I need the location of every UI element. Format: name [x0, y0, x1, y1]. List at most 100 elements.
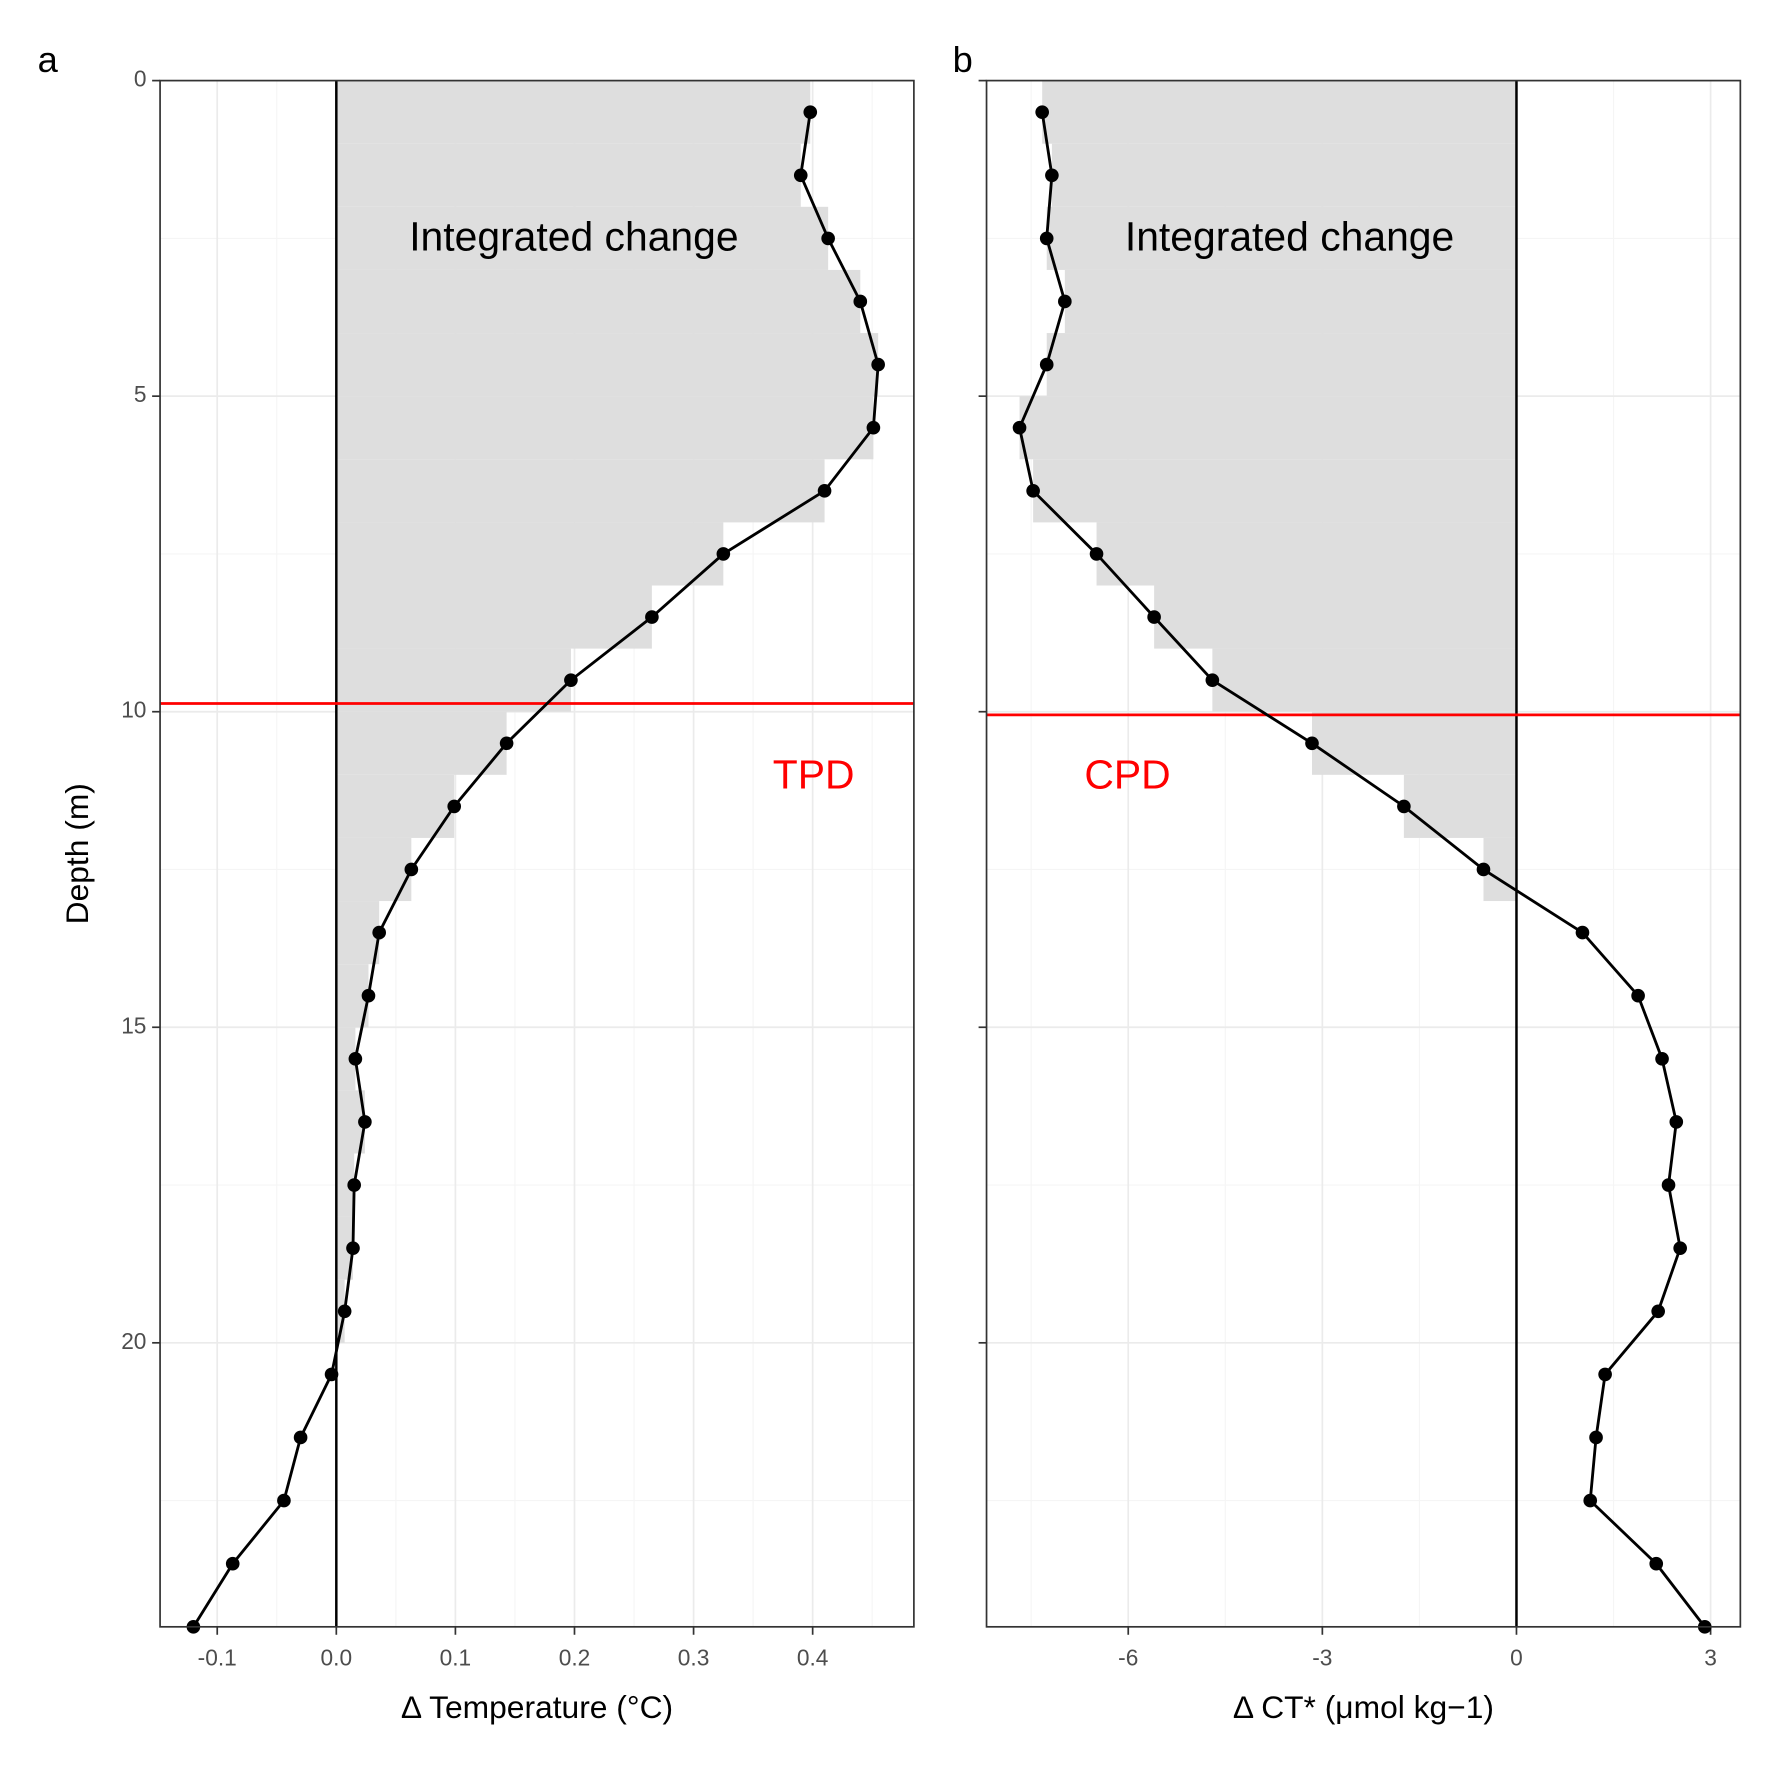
integrated-shade	[1312, 711, 1517, 775]
integrated-shade	[336, 837, 412, 902]
data-point	[1583, 1493, 1598, 1508]
data-point	[1205, 673, 1220, 687]
integrated-shade	[1019, 396, 1517, 460]
y-tick-label: 15	[121, 1012, 146, 1038]
integrated-shade	[336, 80, 811, 144]
data-point	[1669, 1115, 1684, 1129]
data-point	[1305, 736, 1319, 751]
x-axis-title: Δ Temperature (°C)	[401, 1689, 673, 1725]
panel-label: b	[953, 39, 973, 80]
integrated-shade	[336, 901, 380, 965]
x-tick-label: 0	[1510, 1645, 1523, 1671]
integrated-shade	[1046, 333, 1517, 397]
data-point	[277, 1493, 291, 1508]
data-point	[803, 105, 818, 119]
data-point	[404, 862, 419, 877]
integrated-shade	[336, 774, 455, 838]
data-point	[564, 673, 578, 687]
integrated-shade	[336, 459, 825, 523]
data-point	[372, 925, 386, 940]
integrated-shade	[336, 396, 874, 460]
data-point	[361, 988, 376, 1003]
data-point	[1631, 988, 1645, 1003]
integrated-shade	[1096, 522, 1517, 586]
x-tick-label: 0.4	[797, 1645, 829, 1671]
panel-border	[159, 79, 915, 1628]
x-tick-label: -0.1	[198, 1645, 237, 1671]
data-point	[347, 1178, 361, 1192]
integrated-shade	[1033, 459, 1517, 523]
integrated-shade	[336, 333, 879, 397]
integrated-shade	[1403, 774, 1517, 838]
integrated-shade	[336, 143, 801, 207]
data-point	[358, 1115, 372, 1129]
y-axis-title: Depth (m)	[59, 783, 95, 924]
data-point	[1649, 1556, 1664, 1571]
annotation: Integrated change	[409, 213, 738, 259]
data-point	[853, 294, 868, 309]
x-axis-title: Δ CT* (μmol kg−1)	[1233, 1689, 1494, 1725]
data-point	[348, 1052, 363, 1066]
data-point	[1655, 1052, 1669, 1066]
y-tick-label: 0	[134, 66, 147, 92]
integrated-shade	[1064, 269, 1517, 334]
y-tick-label: 5	[134, 381, 147, 407]
data-point	[447, 799, 462, 814]
integrated-shade	[336, 269, 861, 334]
data-point	[293, 1430, 308, 1445]
data-point	[821, 231, 835, 246]
x-tick-label: -6	[1118, 1645, 1138, 1671]
integrated-shade	[336, 522, 724, 586]
reference-label: CPD	[1084, 751, 1170, 797]
data-point	[1035, 105, 1049, 119]
x-tick-label: 0.1	[440, 1645, 472, 1671]
data-point	[1089, 547, 1104, 561]
data-point	[1045, 168, 1059, 183]
panel-label: a	[38, 39, 59, 80]
integrated-shade	[1051, 143, 1517, 207]
data-point	[866, 420, 881, 435]
data-point	[817, 484, 832, 498]
data-point	[1026, 484, 1040, 498]
panel-border	[985, 79, 1742, 1628]
y-tick-label: 10	[121, 697, 146, 723]
y-tick-label: 20	[121, 1328, 146, 1354]
x-tick-label: 0.3	[678, 1645, 710, 1671]
x-tick-label: 0.0	[321, 1645, 353, 1671]
data-point	[1039, 231, 1054, 246]
data-point	[1575, 925, 1590, 940]
data-point	[1476, 862, 1491, 877]
data-point	[716, 547, 731, 561]
annotation: Integrated change	[1125, 213, 1454, 259]
data-point	[1147, 610, 1161, 624]
integrated-shade	[1212, 648, 1517, 712]
data-point	[1661, 1178, 1676, 1192]
integrated-shade	[336, 711, 507, 775]
data-point	[1012, 420, 1027, 435]
data-point	[1598, 1367, 1612, 1382]
data-point	[1058, 294, 1072, 309]
integrated-shade	[336, 206, 829, 270]
data-point	[225, 1556, 240, 1571]
integrated-shade	[336, 648, 571, 712]
data-point	[1651, 1304, 1665, 1319]
integrated-shade	[336, 1216, 353, 1280]
x-tick-label: 0.2	[559, 1645, 591, 1671]
data-point	[1397, 799, 1411, 814]
data-point	[1673, 1241, 1687, 1255]
integrated-shade	[336, 1027, 356, 1091]
data-point	[645, 610, 659, 624]
data-point	[324, 1367, 339, 1382]
data-point	[346, 1241, 360, 1255]
x-tick-label: -3	[1312, 1645, 1332, 1671]
integrated-shade	[336, 585, 652, 649]
data-point	[1039, 357, 1054, 372]
reference-label: TPD	[773, 751, 855, 797]
data-point	[499, 736, 514, 751]
integrated-shade	[336, 1153, 355, 1217]
data-point	[337, 1304, 352, 1319]
x-tick-label: 3	[1704, 1645, 1717, 1671]
integrated-shade	[1046, 206, 1517, 270]
integrated-shade	[1042, 80, 1517, 144]
